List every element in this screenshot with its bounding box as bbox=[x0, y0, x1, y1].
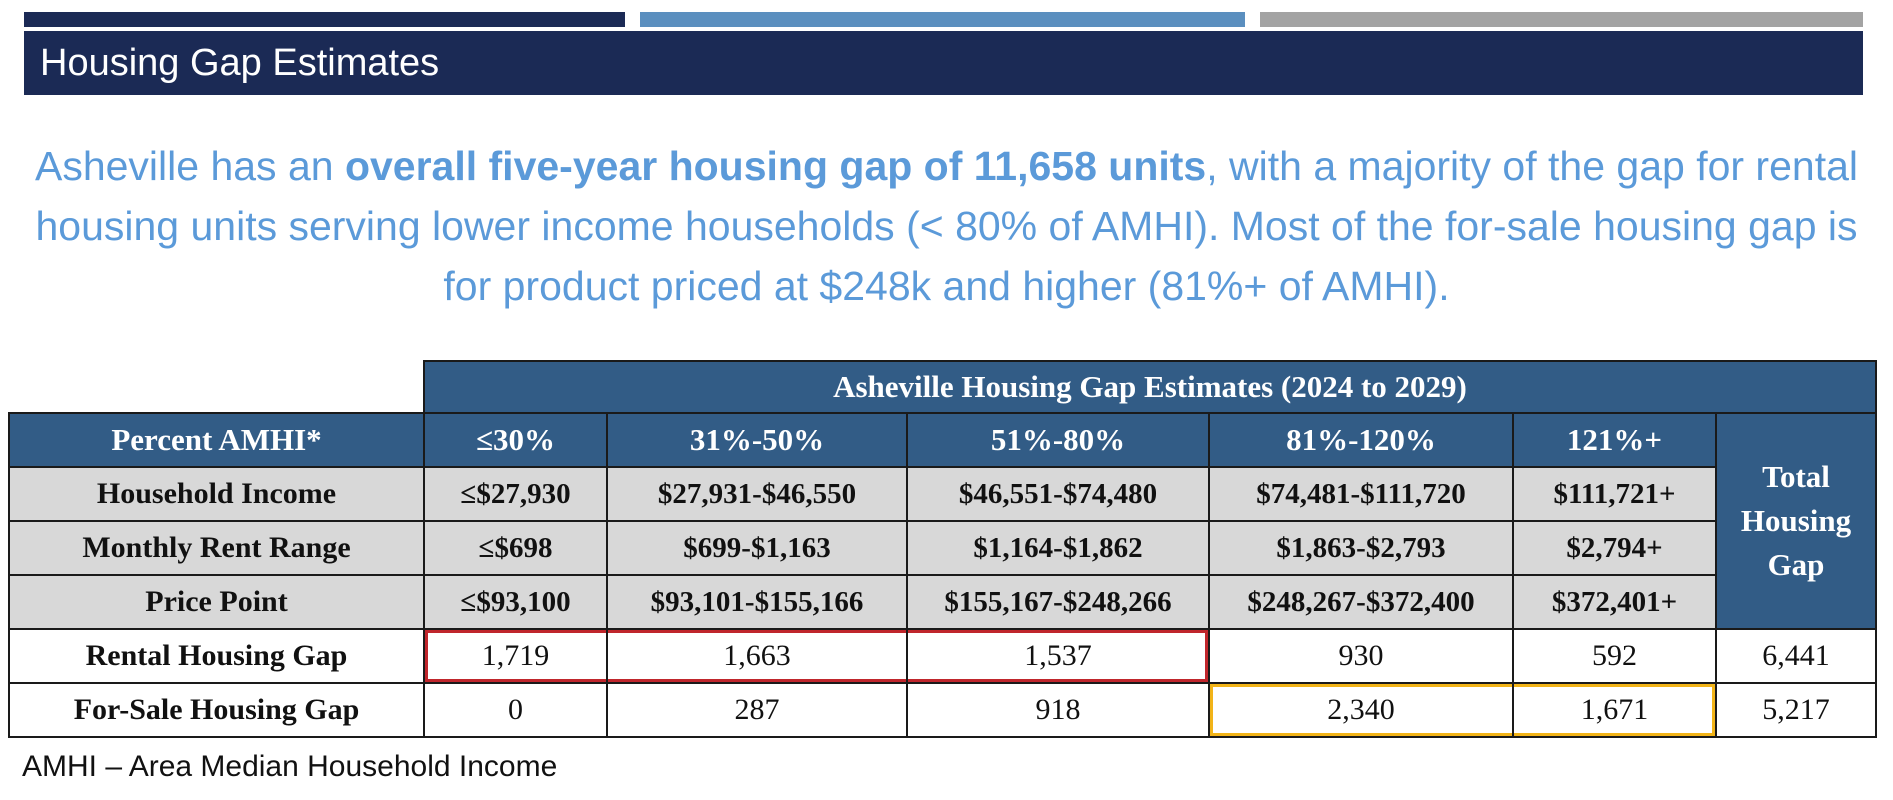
row-label: For-Sale Housing Gap bbox=[8, 682, 425, 738]
column-header: 31%-50% bbox=[606, 412, 908, 468]
row-label: Price Point bbox=[8, 574, 425, 630]
table-row: Household Income ≤$27,930 $27,931-$46,55… bbox=[8, 466, 1876, 522]
table-cell: 0 bbox=[423, 682, 608, 738]
header-label: Percent AMHI* bbox=[8, 412, 425, 468]
accent-bar-blue bbox=[640, 12, 1245, 27]
rental-gap-row: Rental Housing Gap 1,719 1,663 1,537 930… bbox=[8, 628, 1877, 684]
summary-part1: Asheville has an bbox=[34, 143, 345, 189]
row-label: Household Income bbox=[8, 466, 425, 522]
table-cell: $1,164-$1,862 bbox=[906, 520, 1210, 576]
table-cell: $74,481-$111,720 bbox=[1208, 466, 1514, 522]
table-cell: ≤$93,100 bbox=[423, 574, 608, 630]
total-cell: 5,217 bbox=[1715, 682, 1877, 738]
total-cell: 6,441 bbox=[1715, 628, 1877, 684]
summary-part2: , with a majority of the gap for rental … bbox=[35, 143, 1858, 309]
total-housing-gap-header: Total Housing Gap bbox=[1715, 412, 1877, 630]
table-corner-blank bbox=[9, 361, 424, 413]
table-row: Monthly Rent Range ≤$698 $699-$1,163 $1,… bbox=[8, 520, 1876, 576]
table-row: Price Point ≤$93,100 $93,101-$155,166 $1… bbox=[8, 574, 1876, 630]
table-cell: ≤$698 bbox=[423, 520, 608, 576]
housing-gap-table: Asheville Housing Gap Estimates (2024 to… bbox=[8, 360, 1877, 738]
table-cell: $248,267-$372,400 bbox=[1208, 574, 1514, 630]
table-cell: $372,401+ bbox=[1512, 574, 1717, 630]
row-label: Rental Housing Gap bbox=[8, 628, 425, 684]
table-caption-row: Asheville Housing Gap Estimates (2024 to… bbox=[9, 360, 1877, 414]
table-header-row: Percent AMHI* ≤30% 31%-50% 51%-80% 81%-1… bbox=[8, 412, 1877, 630]
for-sale-gap-row: For-Sale Housing Gap 0 287 918 2,340 1,6… bbox=[8, 682, 1877, 738]
table-cell: 1,537 bbox=[906, 628, 1210, 684]
footnote: AMHI – Area Median Household Income bbox=[22, 750, 558, 783]
table-cell: $1,863-$2,793 bbox=[1208, 520, 1514, 576]
table-cell: 1,663 bbox=[606, 628, 908, 684]
table-cell: 930 bbox=[1208, 628, 1514, 684]
table-cell: 592 bbox=[1512, 628, 1717, 684]
table-cell: $699-$1,163 bbox=[606, 520, 908, 576]
column-header: ≤30% bbox=[423, 412, 608, 468]
table-cell: $111,721+ bbox=[1512, 466, 1717, 522]
row-label: Monthly Rent Range bbox=[8, 520, 425, 576]
table-cell: $46,551-$74,480 bbox=[906, 466, 1210, 522]
summary-text: Asheville has an overall five-year housi… bbox=[20, 136, 1873, 316]
column-header: 51%-80% bbox=[906, 412, 1210, 468]
table-cell: $2,794+ bbox=[1512, 520, 1717, 576]
table-cell: $155,167-$248,266 bbox=[906, 574, 1210, 630]
accent-bar-gray bbox=[1260, 12, 1863, 27]
slide-title: Housing Gap Estimates bbox=[24, 31, 1863, 95]
table-cell: 918 bbox=[906, 682, 1210, 738]
table-cell: $93,101-$155,166 bbox=[606, 574, 908, 630]
table-cell: ≤$27,930 bbox=[423, 466, 608, 522]
table-caption: Asheville Housing Gap Estimates (2024 to… bbox=[423, 360, 1877, 414]
column-header: 121%+ bbox=[1512, 412, 1717, 468]
summary-bold: overall five-year housing gap of 11,658 … bbox=[344, 143, 1207, 189]
accent-bar-navy bbox=[24, 12, 625, 27]
column-header: 81%-120% bbox=[1208, 412, 1514, 468]
table-cell: 2,340 bbox=[1208, 682, 1514, 738]
table-cell: 287 bbox=[606, 682, 908, 738]
table-cell: $27,931-$46,550 bbox=[606, 466, 908, 522]
table-cell: 1,671 bbox=[1512, 682, 1717, 738]
table-cell: 1,719 bbox=[423, 628, 608, 684]
